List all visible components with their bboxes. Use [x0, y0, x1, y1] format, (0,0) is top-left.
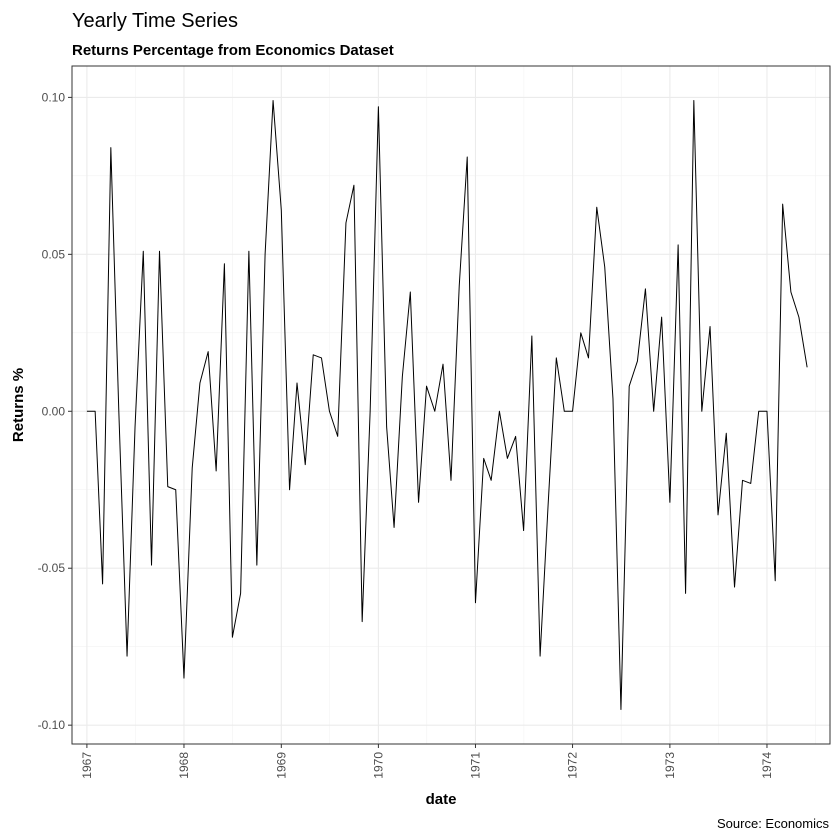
chart-subtitle: Returns Percentage from Economics Datase… [72, 42, 394, 59]
y-tick-label: 0.05 [42, 247, 66, 261]
x-tick-label: 1971 [468, 752, 482, 779]
x-tick-label: 1972 [566, 752, 580, 779]
x-tick-label: 1968 [177, 752, 191, 779]
y-axis-title: Returns % [10, 368, 27, 442]
series-line [86, 100, 808, 710]
x-tick-label: 1970 [371, 752, 385, 779]
y-tick-label: -0.10 [38, 718, 66, 732]
x-tick-label: 1967 [80, 752, 94, 779]
chart-title: Yearly Time Series [72, 10, 238, 32]
y-tick-label: 0.00 [42, 404, 66, 418]
x-axis: 1967 1968 1969 1970 1971 1972 1973 1974 [80, 744, 774, 779]
x-axis-title: date [426, 791, 457, 808]
y-axis: 0.10 0.05 0.00 -0.05 -0.10 [38, 90, 72, 732]
plot-panel-border [71, 65, 831, 745]
y-tick-label: 0.10 [42, 90, 66, 104]
y-tick-label: -0.05 [38, 561, 66, 575]
series-line-group [86, 100, 808, 710]
x-tick-label: 1974 [760, 752, 774, 779]
grid [72, 66, 830, 744]
chart-caption: Source: Economics [717, 816, 829, 831]
x-tick-label: 1969 [274, 752, 288, 779]
x-tick-label: 1973 [663, 752, 677, 779]
